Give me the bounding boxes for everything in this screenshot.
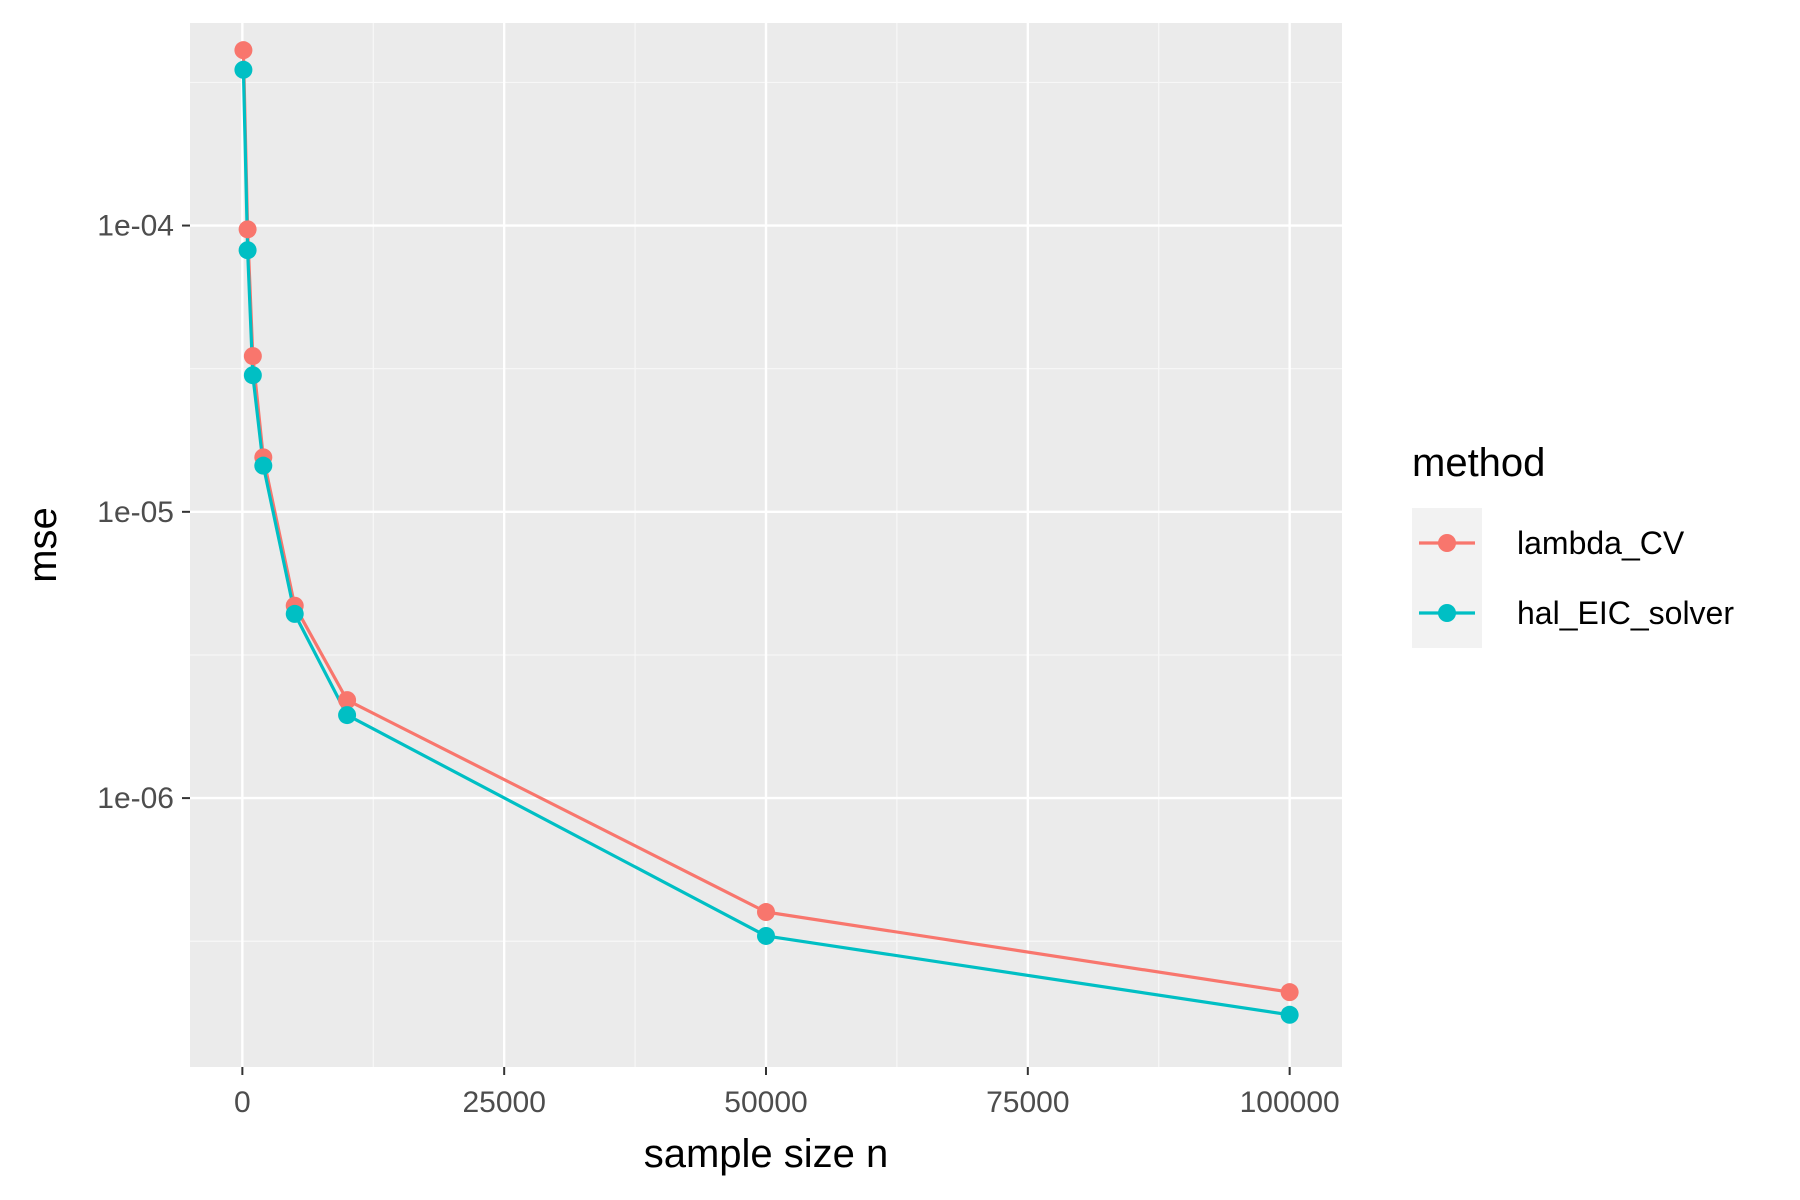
legend: method lambda_CV hal_EIC_solver <box>1412 441 1734 648</box>
data-point-lambda_CV <box>757 903 775 922</box>
legend-title: method <box>1412 441 1545 485</box>
grid-major <box>190 23 1342 1067</box>
legend-key-point <box>1438 534 1456 552</box>
y-axis-title: mse <box>21 507 65 583</box>
series-layer <box>234 41 1299 1024</box>
x-axis-ticks: 0 25000 50000 75000 100000 <box>234 1067 1340 1119</box>
x-tick-label: 50000 <box>724 1086 807 1119</box>
x-tick-label: 0 <box>234 1086 251 1119</box>
data-point-hal_EIC_solver <box>243 366 262 385</box>
data-point-hal_EIC_solver <box>338 706 357 725</box>
data-point-lambda_CV <box>234 41 253 60</box>
data-point-lambda_CV <box>243 347 262 366</box>
data-point-lambda_CV <box>238 220 257 239</box>
data-point-lambda_CV <box>1280 983 1299 1002</box>
data-point-hal_EIC_solver <box>254 456 273 475</box>
x-axis-title: sample size n <box>644 1132 889 1176</box>
legend-key-point <box>1438 604 1456 622</box>
x-tick-label: 75000 <box>986 1086 1069 1119</box>
x-tick-label: 25000 <box>462 1086 545 1119</box>
data-point-hal_EIC_solver <box>234 60 253 79</box>
legend-label: hal_EIC_solver <box>1517 595 1734 631</box>
y-axis-ticks: 1e-04 1e-05 1e-06 <box>97 210 190 815</box>
data-point-lambda_CV <box>338 691 357 710</box>
y-tick-label: 1e-05 <box>97 496 174 529</box>
data-point-hal_EIC_solver <box>285 604 304 623</box>
data-point-hal_EIC_solver <box>757 926 775 945</box>
y-tick-label: 1e-04 <box>97 210 174 243</box>
series-line-hal_EIC_solver <box>241 69 1290 1017</box>
data-point-hal_EIC_solver <box>1280 1005 1299 1024</box>
y-tick-label: 1e-06 <box>97 782 174 815</box>
legend-label: lambda_CV <box>1517 525 1685 561</box>
data-point-hal_EIC_solver <box>238 241 257 260</box>
x-tick-label: 100000 <box>1240 1086 1340 1119</box>
